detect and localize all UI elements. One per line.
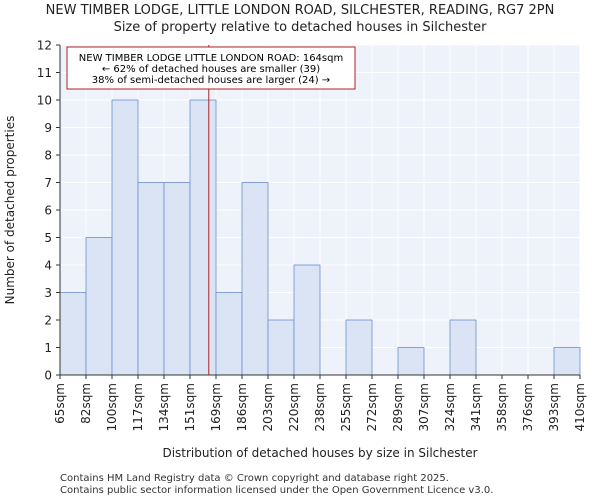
y-tick-label-10: 10 [37,94,52,108]
y-tick-label-4: 4 [44,259,52,273]
y-tick-label-12: 12 [37,39,52,53]
y-tick-label-5: 5 [44,231,52,245]
y-tick-label-11: 11 [37,66,52,80]
x-tick-label-2: 100sqm [105,383,119,431]
x-tick-label-9: 220sqm [287,383,301,431]
footer-line-2: Contains public sector information licen… [60,485,494,496]
x-tick-label-4: 134sqm [157,383,171,431]
x-tick-label-10: 238sqm [313,383,327,431]
annotation-rect [66,46,356,90]
bar-169sqm [215,292,243,376]
x-tick-label-6: 169sqm [209,383,223,431]
y-tick-label-7: 7 [44,176,52,190]
x-tick-label-13: 289sqm [391,383,405,431]
bar-203sqm [267,319,295,376]
annotation-box: NEW TIMBER LODGE LITTLE LONDON ROAD: 164… [66,46,356,90]
bar-134sqm [163,182,191,376]
x-tick-label-7: 186sqm [235,383,249,431]
x-tick-label-15: 324sqm [443,383,457,431]
x-tick-label-19: 393sqm [547,383,561,431]
y-tick-label-3: 3 [44,286,52,300]
bar-186sqm [241,182,269,376]
x-tick-label-16: 341sqm [469,383,483,431]
x-axis-label: Distribution of detached houses by size … [162,446,477,460]
x-tick-label-20: 410sqm [573,383,587,431]
y-axis-label: Number of detached properties [3,116,17,305]
x-tick-label-17: 358sqm [495,383,509,431]
x-tick-label-11: 255sqm [339,383,353,431]
bar-117sqm [137,182,165,376]
bar-255sqm [345,319,373,376]
bar-289sqm [397,347,425,376]
y-tick-label-8: 8 [44,149,52,163]
chart-subtitle: Size of property relative to detached ho… [113,20,487,35]
x-tick-label-5: 151sqm [183,383,197,431]
x-tick-label-12: 272sqm [365,383,379,431]
x-tick-label-3: 117sqm [131,383,145,431]
bar-100sqm [111,99,139,376]
bar-65sqm [59,292,87,376]
y-tick-label-2: 2 [44,314,52,328]
x-tick-label-8: 203sqm [261,383,275,431]
footer-line-1: Contains HM Land Registry data © Crown c… [60,473,449,484]
bar-151sqm [189,99,217,376]
bar-82sqm [85,237,113,376]
annotation-line-2: ← 62% of detached houses are smaller (39… [102,64,320,75]
x-tick-label-0: 65sqm [53,383,67,424]
annotation-line-1: NEW TIMBER LODGE LITTLE LONDON ROAD: 164… [79,53,343,64]
x-tick-label-14: 307sqm [417,383,431,431]
y-tick-label-1: 1 [44,341,52,355]
bar-324sqm [449,319,477,376]
y-tick-label-6: 6 [44,204,52,218]
bars [59,99,581,376]
chart-title: NEW TIMBER LODGE, LITTLE LONDON ROAD, SI… [45,3,555,18]
bar-393sqm [553,347,581,376]
bar-220sqm [293,264,321,376]
x-tick-label-1: 82sqm [79,383,93,424]
annotation-line-3: 38% of semi-detached houses are larger (… [92,75,330,86]
x-tick-label-18: 376sqm [521,383,535,431]
y-tick-label-9: 9 [44,121,52,135]
y-tick-label-0: 0 [44,369,52,383]
